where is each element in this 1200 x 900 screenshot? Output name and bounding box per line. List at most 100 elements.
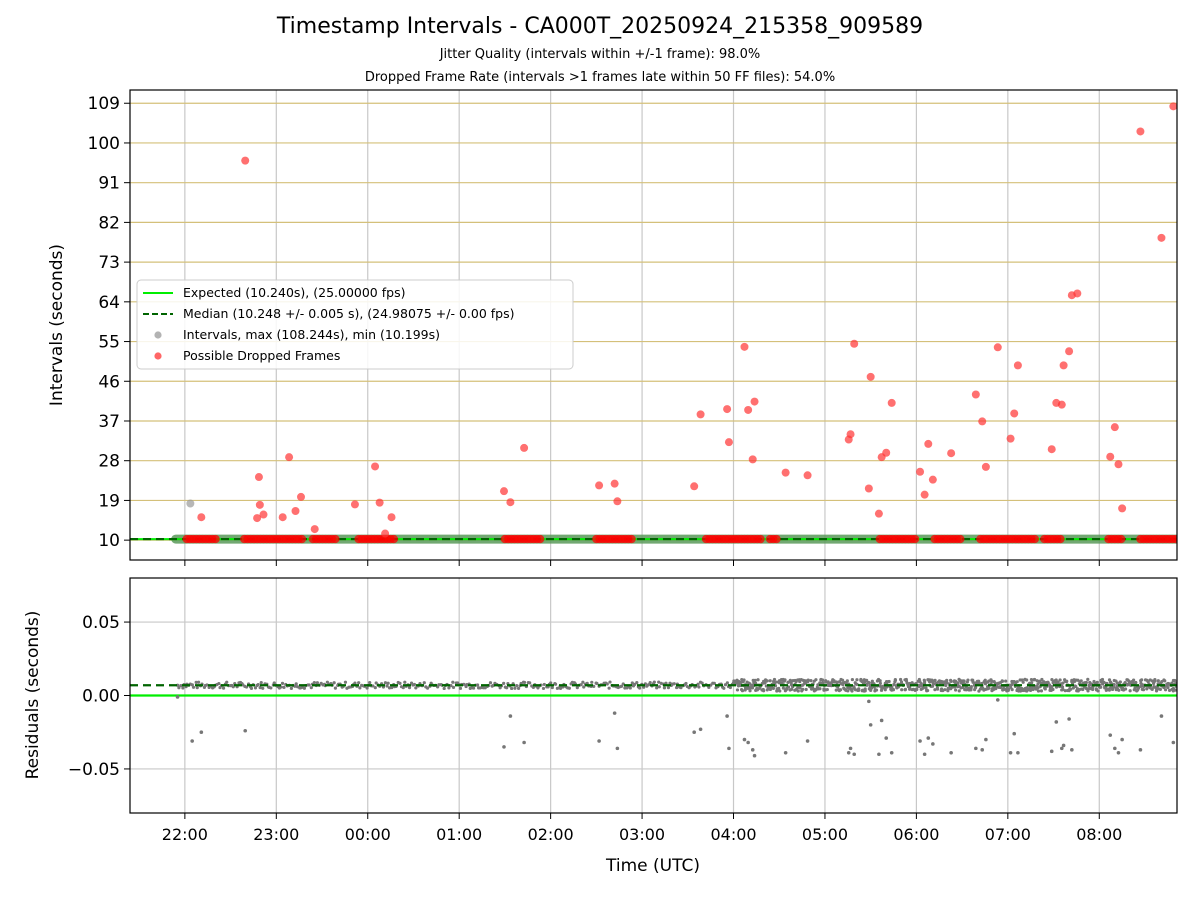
chart-subtitle-jitter: Jitter Quality (intervals within +/-1 fr… [439, 47, 761, 62]
dropped-frame-point [1006, 434, 1015, 443]
top-y-tick-label: 91 [98, 174, 120, 194]
residual-point [398, 681, 402, 685]
dropped-frame-point [1114, 460, 1123, 469]
residual-point [282, 685, 286, 689]
x-tick-label: 05:00 [802, 825, 848, 844]
residual-point [225, 680, 229, 684]
residual-point [1030, 681, 1034, 685]
residual-point [197, 680, 201, 684]
residual-point [1010, 688, 1014, 692]
residual-point [900, 688, 904, 692]
residual-point [414, 686, 418, 690]
residual-point [855, 682, 859, 687]
residual-point [1061, 743, 1066, 748]
residual-point [442, 686, 446, 691]
residual-point [818, 687, 822, 691]
residual-point [771, 686, 775, 690]
residual-point [958, 679, 963, 683]
residual-point [510, 686, 514, 691]
residual-point [528, 681, 532, 685]
residual-point [1113, 746, 1117, 751]
dropped-frame-point [924, 439, 933, 448]
residual-point [425, 686, 430, 690]
dropped-frame-point [723, 405, 732, 414]
residual-point [1154, 689, 1159, 693]
residual-point [933, 678, 937, 683]
residual-point [781, 686, 785, 690]
residual-point [638, 686, 642, 690]
residual-point [1118, 680, 1122, 684]
residual-point [919, 682, 923, 686]
top-y-tick-label: 19 [98, 491, 120, 511]
residual-point [1074, 684, 1078, 689]
dropped-frame-point [291, 507, 300, 516]
residual-point [698, 727, 703, 732]
residual-point [886, 680, 891, 684]
residual-point [977, 681, 981, 685]
residual-point [953, 679, 958, 683]
residual-point [809, 678, 813, 683]
dropped-frame-point [866, 372, 875, 381]
x-tick-label: 22:00 [162, 825, 208, 844]
residual-point [1150, 687, 1154, 691]
dropped-frame-point [278, 513, 287, 522]
dropped-frame-point [296, 492, 305, 501]
residual-point [502, 681, 506, 686]
residual-point [579, 683, 583, 687]
residual-point [1111, 685, 1116, 689]
residual-point [181, 686, 185, 690]
residual-point [892, 682, 896, 687]
dropped-frame-point [1056, 534, 1065, 544]
dropped-frame-point [255, 500, 264, 509]
dropped-frame-point [724, 438, 733, 447]
residual-point [742, 737, 747, 742]
residual-point [1021, 680, 1025, 684]
dropped-frame-point [241, 156, 250, 165]
residual-point [1167, 688, 1172, 693]
legend-entry-label: Possible Dropped Frames [183, 348, 340, 363]
top-y-tick-label: 109 [88, 94, 120, 114]
dropped-frame-point [971, 390, 980, 399]
dropped-frame-point [297, 534, 307, 544]
residual-point [921, 686, 925, 690]
residual-point [449, 684, 453, 688]
residual-point [190, 739, 194, 743]
residual-point [1099, 685, 1103, 689]
residual-point [672, 682, 676, 686]
residual-point [386, 681, 390, 685]
residual-point [502, 745, 506, 749]
residual-point [846, 689, 850, 693]
residual-point [1035, 679, 1039, 683]
residual-point [1043, 687, 1047, 691]
residual-point [846, 750, 851, 755]
residual-point [739, 688, 744, 692]
residual-point [1081, 687, 1085, 692]
dropped-frame-point [310, 525, 319, 534]
residual-point [865, 678, 869, 682]
residual-point [175, 695, 180, 699]
residual-point [1173, 678, 1177, 683]
residual-point [877, 752, 881, 757]
residual-point [922, 752, 927, 757]
dropped-frame-point [381, 529, 390, 538]
residual-point [1012, 731, 1017, 736]
residual-point [943, 688, 947, 692]
residual-point [679, 686, 683, 690]
residual-point [1163, 679, 1167, 683]
residual-point [1040, 677, 1044, 682]
residual-point [575, 686, 579, 690]
residual-point [962, 679, 966, 683]
residual-point [307, 683, 311, 687]
residual-point [1086, 677, 1090, 681]
residual-point [1158, 687, 1162, 691]
residual-point [746, 740, 750, 745]
dropped-frame-point [874, 509, 883, 518]
dropped-frame-point [744, 405, 753, 414]
top-y-tick-label: 10 [98, 531, 120, 551]
residual-point [662, 686, 667, 690]
residual-point [804, 687, 808, 692]
dropped-frame-point [750, 397, 759, 406]
dropped-frame-point [1030, 534, 1040, 544]
residual-point [458, 686, 463, 690]
residual-point [727, 746, 731, 751]
